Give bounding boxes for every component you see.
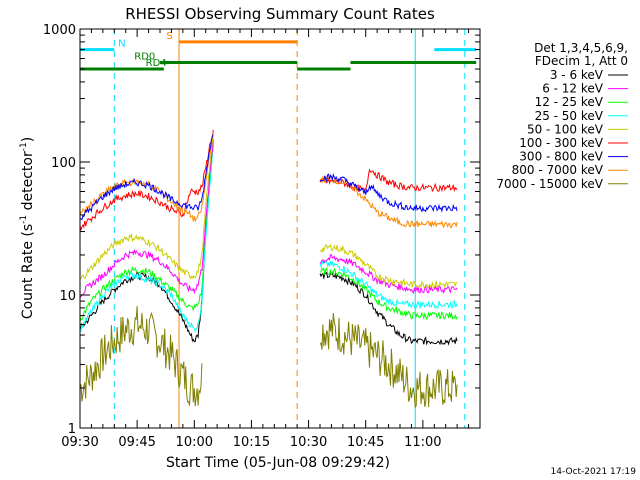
x-axis: 09:30 09:45 10:00 10:15 10:30 10:45 11:00: [61, 29, 470, 450]
series-line-800-7000kev-seg1: [319, 176, 458, 229]
y-label-sup2: -1: [19, 142, 29, 151]
state-label-rd4: RD4: [146, 58, 167, 69]
y-label-end: ): [20, 137, 36, 142]
series-line-7000-15000kev-seg1: [319, 313, 458, 409]
y-label-main: Count Rate (s: [20, 224, 36, 319]
x-tick-label-4: 10:30: [290, 435, 327, 450]
y-tick-label-3: 1000: [43, 23, 76, 38]
series-line-100-300kev-seg1: [319, 168, 458, 193]
series-line-3-6kev-seg1: [319, 271, 458, 346]
legend-label-8: 7000 - 15000 keV: [496, 177, 603, 191]
y-tick-label-1: 10: [59, 289, 76, 304]
state-label-s: S: [166, 31, 172, 42]
y-axis-label: Count Rate (s-1 detector-1): [19, 137, 36, 319]
series-line-12-25kev-seg0: [79, 142, 214, 322]
x-tick-label-5: 10:45: [347, 435, 384, 450]
series-line-300-800kev-seg0: [79, 134, 214, 221]
series-line-300-800kev-seg1: [319, 173, 458, 213]
legend-label-2: 12 - 25 keV: [535, 95, 604, 109]
legend-label-5: 100 - 300 keV: [519, 136, 603, 150]
series-line-50-100kev-seg0: [79, 136, 214, 280]
x-tick-label-2: 10:00: [176, 435, 213, 450]
x-tick-label-1: 09:45: [118, 435, 155, 450]
y-tick-label-0: 1: [68, 422, 76, 437]
series-line-50-100kev-seg1: [319, 243, 458, 289]
x-tick-label-0: 09:30: [61, 435, 98, 450]
y-axis: 1 10 100 1000: [43, 23, 480, 437]
legend-label-0: 3 - 6 keV: [550, 68, 604, 82]
x-axis-label: Start Time (05-Jun-08 09:29:42): [166, 455, 390, 471]
y-label-sup1: -1: [19, 215, 29, 224]
legend-label-4: 50 - 100 keV: [527, 122, 604, 136]
x-tick-label-6: 11:00: [404, 435, 441, 450]
plot-frame: [79, 28, 481, 429]
series-line-100-300kev-seg0: [79, 129, 214, 231]
series-line-6-12kev-seg0: [79, 139, 214, 299]
state-label-n: N: [118, 39, 125, 50]
y-label-mid: detector: [20, 151, 36, 215]
legend-label-1: 6 - 12 keV: [542, 82, 604, 96]
series-line-25-50kev-seg0: [79, 144, 214, 333]
legend-label-6: 300 - 800 keV: [519, 150, 603, 164]
legend-label-3: 25 - 50 keV: [535, 109, 604, 123]
footer-date: 14-Oct-2021 17:19: [551, 467, 637, 477]
legend-label-7: 800 - 7000 keV: [512, 163, 604, 177]
state-label-rd0: RD0: [134, 51, 155, 62]
chart-title: RHESSI Observing Summary Count Rates: [125, 5, 435, 23]
legend-header-line-2: FDecim 1, Att 0: [535, 54, 628, 68]
series-line-25-50kev-seg1: [319, 259, 458, 310]
series-line-6-12kev-seg1: [319, 254, 458, 295]
series-line-12-25kev-seg1: [319, 267, 458, 321]
series-line-7000-15000kev-seg0: [79, 306, 203, 407]
x-tick-label-3: 10:15: [233, 435, 270, 450]
y-tick-label-2: 100: [51, 156, 76, 171]
legend-header-line-1: Det 1,3,4,5,6,9,: [534, 41, 628, 55]
legend: Det 1,3,4,5,6,9, FDecim 1, Att 0 3 - 6 k…: [496, 41, 628, 191]
